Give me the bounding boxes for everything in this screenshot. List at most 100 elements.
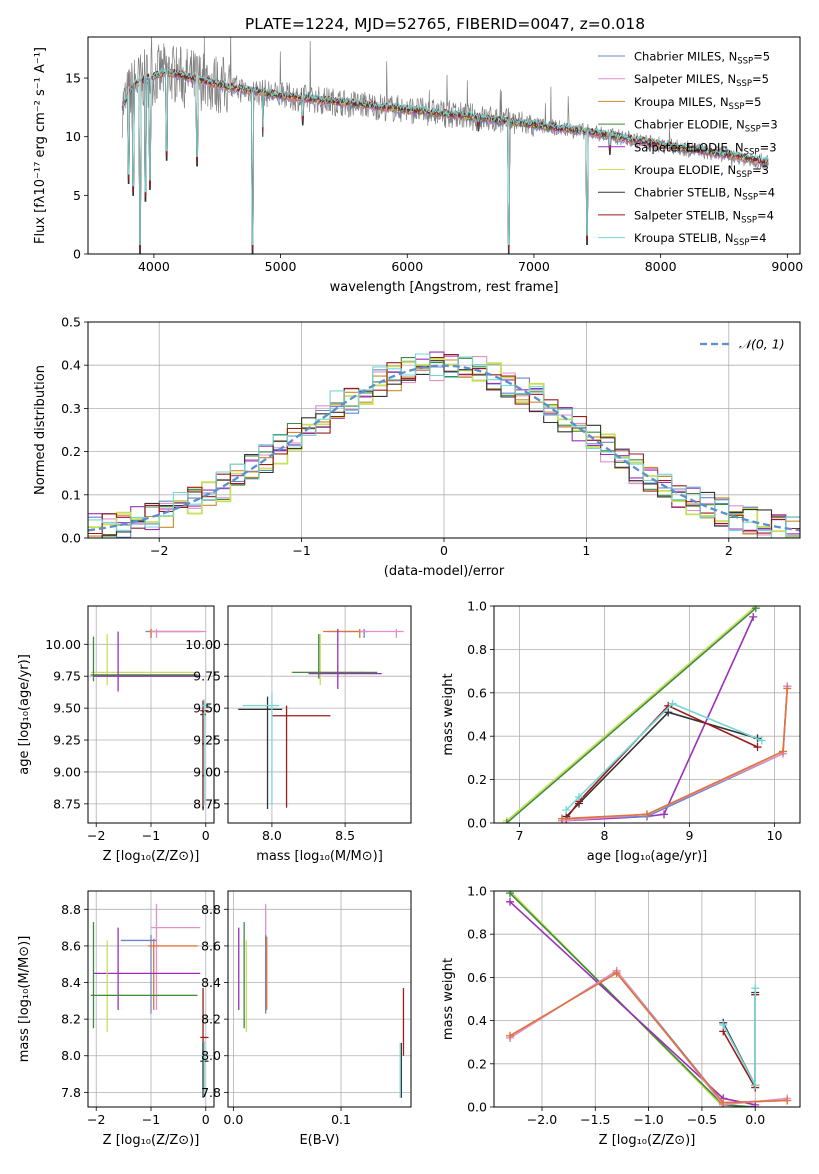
mass_weight_vs_age-marker xyxy=(643,810,651,819)
mass_weight_vs_Z-series-kroupa-miles xyxy=(505,969,792,1107)
residuals-frame xyxy=(87,321,801,539)
mass_weight_vs_Z-series-salpeter-stelib xyxy=(719,990,760,1092)
mass_weight_vs_age-line xyxy=(561,686,789,822)
mass_vs_ebv-xtick-label: 0.0 xyxy=(223,1112,243,1127)
mass_vs_ebv-ytick-label: 8.0 xyxy=(201,1048,221,1063)
age_vs_Z-point-kroupa-stelib xyxy=(201,699,210,806)
mass_weight_vs_Z-ytick-label: 0.6 xyxy=(467,970,487,985)
residuals-xtick-label: 2 xyxy=(725,543,733,558)
mass_weight_vs_Z-marker xyxy=(751,1081,760,1090)
age_vs_mass-plot-area xyxy=(238,628,404,809)
mass_weight_vs_Z-frame xyxy=(493,890,801,1108)
spectrum-legend-label: Chabrier STELIB, NSSP=4 xyxy=(634,186,775,203)
mass_weight_vs_Z-axes: −2.0 −1.5 −1.0 −0.5 0.0 0.0 0.2 0.4 0.6 0.8 1.0 Z [… xyxy=(441,884,801,1148)
residuals-ytick-label: 0.1 xyxy=(61,487,81,502)
mass_vs_Z-ytick-label: 8.0 xyxy=(61,1048,81,1063)
mass_weight_vs_Z-xlabel: Z [log₁₀(Z/Z⊙)] xyxy=(599,1133,696,1148)
mass_weight_vs_Z-xtick-label: −2.0 xyxy=(527,1112,557,1127)
spectrum-legend-label: Chabrier MILES, NSSP=5 xyxy=(634,50,770,67)
mass_weight_vs_Z-series-salpeter-elodie xyxy=(505,897,760,1107)
mass_vs_Z-point-salpeter-elodie xyxy=(93,927,201,1010)
mass_vs_Z-point-kroupa-stelib xyxy=(201,1041,207,1097)
mass_weight_vs_age-ytick-label: 1.0 xyxy=(467,599,487,614)
mass_weight_vs_age-series-kroupa-elodie xyxy=(502,606,760,823)
mass_weight_vs_Z-series-chabrier-stelib xyxy=(719,988,760,1090)
residuals-hist-kroupa-stelib xyxy=(88,353,800,538)
age_vs_mass-frame xyxy=(227,605,412,824)
spectrum-frame xyxy=(87,36,801,255)
spectrum-legend-label: Kroupa STELIB, NSSP=4 xyxy=(634,231,766,248)
age_vs_mass-ytick-label: 8.75 xyxy=(193,796,221,811)
residuals-xtick-label: −1 xyxy=(292,543,310,558)
spectrum-ytick-label: 15 xyxy=(65,71,81,86)
age_vs_mass-ytick-label: 9.50 xyxy=(193,701,221,716)
spectrum-legend-label: Kroupa MILES, NSSP=5 xyxy=(634,95,761,112)
residuals-xlabel: (data-model)/error xyxy=(384,564,505,579)
residuals-ylabel: Normed distribution xyxy=(33,365,48,495)
age_vs_mass-axes: 8.0 8.5 8.75 9.00 9.25 9.50 9.75 10.00 mass [log… xyxy=(185,605,412,864)
mass_weight_vs_age-marker xyxy=(753,743,762,752)
mass_vs_ebv-ytick-label: 7.8 xyxy=(201,1085,221,1100)
spectrum-xtick-label: 8000 xyxy=(645,259,677,274)
mass_weight_vs_Z-marker xyxy=(505,897,514,906)
mass_weight_vs_Z-marker xyxy=(751,984,760,993)
mass_weight_vs_age-line xyxy=(506,607,757,823)
spectrum-ytick-label: 0 xyxy=(73,247,81,262)
mass_weight_vs_age-ytick-label: 0.8 xyxy=(467,642,487,657)
residuals-xtick-label: −2 xyxy=(150,543,168,558)
mass_weight_vs_age-xtick-label: 8 xyxy=(601,828,609,843)
mass_vs_ebv-plot-area xyxy=(238,903,405,1098)
mass_weight_vs_age-ytick-label: 0.0 xyxy=(467,816,487,831)
mass_vs_Z-frame xyxy=(87,890,215,1108)
mass_weight_vs_Z-marker xyxy=(719,1020,728,1029)
mass_weight_vs_age-series-kroupa-miles xyxy=(558,684,792,823)
spectrum-xtick-label: 6000 xyxy=(391,259,423,274)
mass_weight_vs_age-xtick-label: 7 xyxy=(516,828,524,843)
residuals-hist-salpeter-stelib xyxy=(88,353,800,535)
age_vs_Z-ylabel: age [log₁₀(age/yr)] xyxy=(17,654,32,775)
age_vs_mass-ytick-label: 9.75 xyxy=(193,669,221,684)
mass_weight_vs_age-line xyxy=(561,688,789,820)
mass_weight_vs_Z-xtick-label: −0.5 xyxy=(687,1112,717,1127)
mass_weight_vs_Z-ytick-label: 0.4 xyxy=(467,1013,487,1028)
age_vs_Z-xtick-label: −1 xyxy=(142,828,160,843)
spectrum-xtick-label: 5000 xyxy=(265,259,297,274)
spectrum-legend-label: Salpeter ELODIE, NSSP=3 xyxy=(634,140,777,157)
age_vs_mass-point-kroupa-stelib xyxy=(242,692,280,806)
figure-title: PLATE=1224, MJD=52765, FIBERID=0047, z=0… xyxy=(245,15,645,33)
mass_weight_vs_Z-ytick-label: 0.8 xyxy=(467,927,487,942)
spectrum-legend-label: Salpeter MILES, NSSP=5 xyxy=(634,72,769,89)
age_vs_Z-axes: −2 −1 0 8.75 9.00 9.25 9.50 9.75 10.00 Z [log₁₀(Z… xyxy=(17,605,215,864)
mass_vs_ebv-ytick-label: 8.6 xyxy=(201,938,221,953)
age_vs_mass-point-chabrier-miles xyxy=(327,628,369,638)
age_vs_mass-point-salpeter-miles xyxy=(359,628,404,638)
mass_vs_ebv-axes: 0.0 0.1 7.8 8.0 8.2 8.4 8.6 8.8 E(B-V) xyxy=(201,890,412,1148)
mass_vs_Z-ytick-label: 7.8 xyxy=(61,1085,81,1100)
mass_weight_vs_age-series-kroupa-stelib xyxy=(562,699,766,814)
mass_weight_vs_Z-series-kroupa-stelib xyxy=(719,984,760,1090)
mass_weight_vs_Z-line xyxy=(722,988,756,1086)
mass_vs_Z-xtick-label: 0 xyxy=(202,1112,210,1127)
mass_weight_vs_age-xlabel: age [log₁₀(age/yr)] xyxy=(587,849,708,864)
age_vs_Z-ytick-label: 9.50 xyxy=(53,701,81,716)
spectrum-legend: Chabrier MILES, NSSP=5 Salpeter MILES, NS… xyxy=(598,50,778,248)
age_vs_mass-point-salpeter-elodie xyxy=(308,628,382,689)
mass_weight_vs_Z-line xyxy=(722,994,756,1091)
mass_weight_vs_age-marker xyxy=(749,612,758,621)
mass_weight_vs_age-marker xyxy=(779,747,787,756)
mass_vs_Z-ylabel: mass [log₁₀(M/M⊙)] xyxy=(17,936,32,1063)
mass_vs_ebv-ytick-label: 8.8 xyxy=(201,902,221,917)
mass_vs_ebv-ytick-label: 8.2 xyxy=(201,1012,221,1027)
age_vs_Z-point-chabrier-elodie xyxy=(90,636,198,682)
spectrum-xtick-label: 7000 xyxy=(518,259,550,274)
mass_weight_vs_Z-line xyxy=(509,901,756,1106)
age_vs_Z-ytick-label: 9.75 xyxy=(53,669,81,684)
mass_weight_vs_age-xtick-label: 9 xyxy=(686,828,694,843)
mass_weight_vs_Z-plot-area xyxy=(505,891,792,1107)
mass_weight_vs_Z-series-kroupa-elodie xyxy=(505,891,760,1107)
age_vs_Z-ytick-label: 10.00 xyxy=(45,637,81,652)
mass_weight_vs_age-series-chabrier-elodie xyxy=(502,606,760,823)
residuals-axes: −2 −1 0 1 2 0.0 0.1 0.2 0.3 0.4 0.5 (data-model)/er… xyxy=(33,315,801,579)
mass_weight_vs_age-ytick-label: 0.4 xyxy=(467,729,487,744)
age_vs_mass-ytick-label: 10.00 xyxy=(185,637,221,652)
